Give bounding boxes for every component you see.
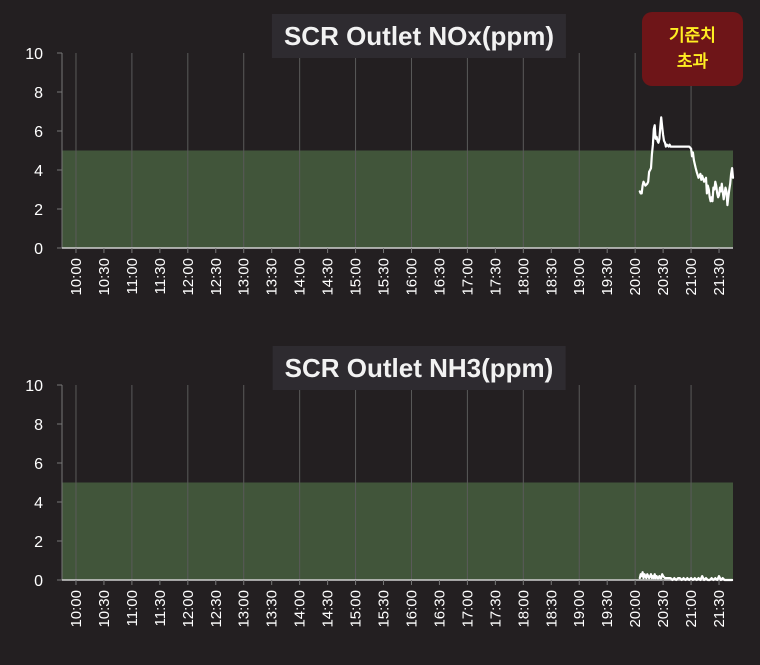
nox-x-tick-label: 20:00 — [627, 258, 644, 296]
alert-badge-line2: 초과 — [676, 52, 709, 71]
nh3-x-tick-label: 16:30 — [431, 590, 448, 628]
nh3-x-tick-label: 21:30 — [711, 590, 728, 628]
nh3-x-tick-label: 12:30 — [208, 590, 225, 628]
nox-x-tick-label: 13:00 — [236, 258, 253, 296]
nh3-x-tick-label: 13:00 — [236, 590, 253, 628]
nox-x-tick-label: 10:00 — [68, 258, 85, 296]
nh3-x-tick-label: 14:30 — [320, 590, 337, 628]
nox-y-tick-label: 8 — [34, 85, 43, 102]
nh3-y-tick-label: 10 — [25, 378, 43, 395]
nh3-x-tick-label: 18:00 — [515, 590, 532, 628]
nh3-x-tick-label: 17:00 — [459, 590, 476, 628]
nh3-x-tick-label: 18:30 — [543, 590, 560, 628]
nh3-x-tick-label: 17:30 — [487, 590, 504, 628]
nh3-x-tick-label: 10:30 — [96, 590, 113, 628]
nh3-y-tick-label: 0 — [34, 573, 43, 590]
nox-threshold-band — [62, 150, 733, 248]
nox-x-tick-label: 19:00 — [571, 258, 588, 296]
nox-x-tick-label: 20:30 — [655, 258, 672, 296]
nh3-x-tick-label: 20:00 — [627, 590, 644, 628]
nox-y-tick-label: 2 — [34, 202, 43, 219]
nox-x-tick-label: 21:30 — [711, 258, 728, 296]
nh3-x-tick-label: 13:30 — [264, 590, 281, 628]
nox-x-tick-label: 13:30 — [264, 258, 281, 296]
nh3-x-tick-label: 20:30 — [655, 590, 672, 628]
nox-y-tick-label: 10 — [25, 46, 43, 63]
nox-x-tick-label: 10:30 — [96, 258, 113, 296]
nh3-series-line — [638, 571, 734, 582]
nh3-x-tick-label: 16:00 — [403, 590, 420, 628]
nox-y-tick-label: 0 — [34, 241, 43, 258]
nh3-chart-title: SCR Outlet NH3(ppm) — [272, 346, 566, 390]
nh3-x-tick-label: 12:00 — [180, 590, 197, 628]
nh3-x-tick-label: 15:30 — [376, 590, 393, 628]
nh3-x-tick-label: 15:00 — [348, 590, 365, 628]
nox-chart-svg: 0 2 4 6 8 10 10:00 10:30 11:00 11:30 12:00 12:30 13:… — [25, 46, 735, 296]
nox-y-tick-label: 6 — [34, 124, 43, 141]
nh3-y-tick-label: 8 — [34, 417, 43, 434]
nox-series-line — [638, 116, 735, 207]
nox-x-tick-label: 11:00 — [124, 258, 141, 294]
nox-x-tick-label: 16:30 — [431, 258, 448, 296]
nox-x-tick-label: 12:00 — [180, 258, 197, 296]
nox-y-tick-label: 4 — [34, 163, 43, 180]
nh3-x-tick-label: 10:00 — [68, 590, 85, 628]
nh3-threshold-band — [62, 482, 733, 580]
nox-x-tick-label: 15:00 — [348, 258, 365, 296]
nh3-y-tick-label: 4 — [34, 495, 43, 512]
nh3-x-tick-label: 19:30 — [599, 590, 616, 628]
nox-x-tick-label: 15:30 — [376, 258, 393, 296]
nox-chart-title: SCR Outlet NOx(ppm) — [271, 14, 567, 58]
nox-x-tick-label: 17:30 — [487, 258, 504, 296]
alert-badge-line1: 기준치 — [669, 26, 716, 45]
nox-x-tick-label: 11:30 — [152, 258, 169, 294]
threshold-exceeded-badge[interactable]: 기준치 초과 — [642, 12, 743, 86]
nox-x-tick-label: 16:00 — [403, 258, 420, 296]
nh3-x-tick-label: 11:30 — [152, 590, 169, 626]
nox-x-tick-label: 12:30 — [208, 258, 225, 296]
nox-x-tick-label: 17:00 — [459, 258, 476, 296]
nh3-y-tick-label: 2 — [34, 534, 43, 551]
nox-x-tick-label: 19:30 — [599, 258, 616, 296]
nh3-x-tick-label: 21:00 — [683, 590, 700, 628]
nh3-chart: 0 2 4 6 8 10 10:00 10:30 11:00 11:30 12:00 12:30 13:… — [0, 332, 760, 664]
nox-x-tick-label: 14:00 — [292, 258, 309, 296]
nh3-y-tick-label: 6 — [34, 456, 43, 473]
nox-x-tick-label: 21:00 — [683, 258, 700, 296]
nox-x-tick-label: 18:00 — [515, 258, 532, 296]
nh3-x-tick-label: 14:00 — [292, 590, 309, 628]
nox-x-tick-label: 18:30 — [543, 258, 560, 296]
nox-x-tick-label: 14:30 — [320, 258, 337, 296]
nh3-chart-svg: 0 2 4 6 8 10 10:00 10:30 11:00 11:30 12:00 12:30 13:… — [25, 378, 734, 628]
nh3-x-tick-label: 19:00 — [571, 590, 588, 628]
nox-chart: 0 2 4 6 8 10 10:00 10:30 11:00 11:30 12:00 12:30 13:… — [0, 0, 760, 332]
nh3-x-tick-label: 11:00 — [124, 590, 141, 626]
